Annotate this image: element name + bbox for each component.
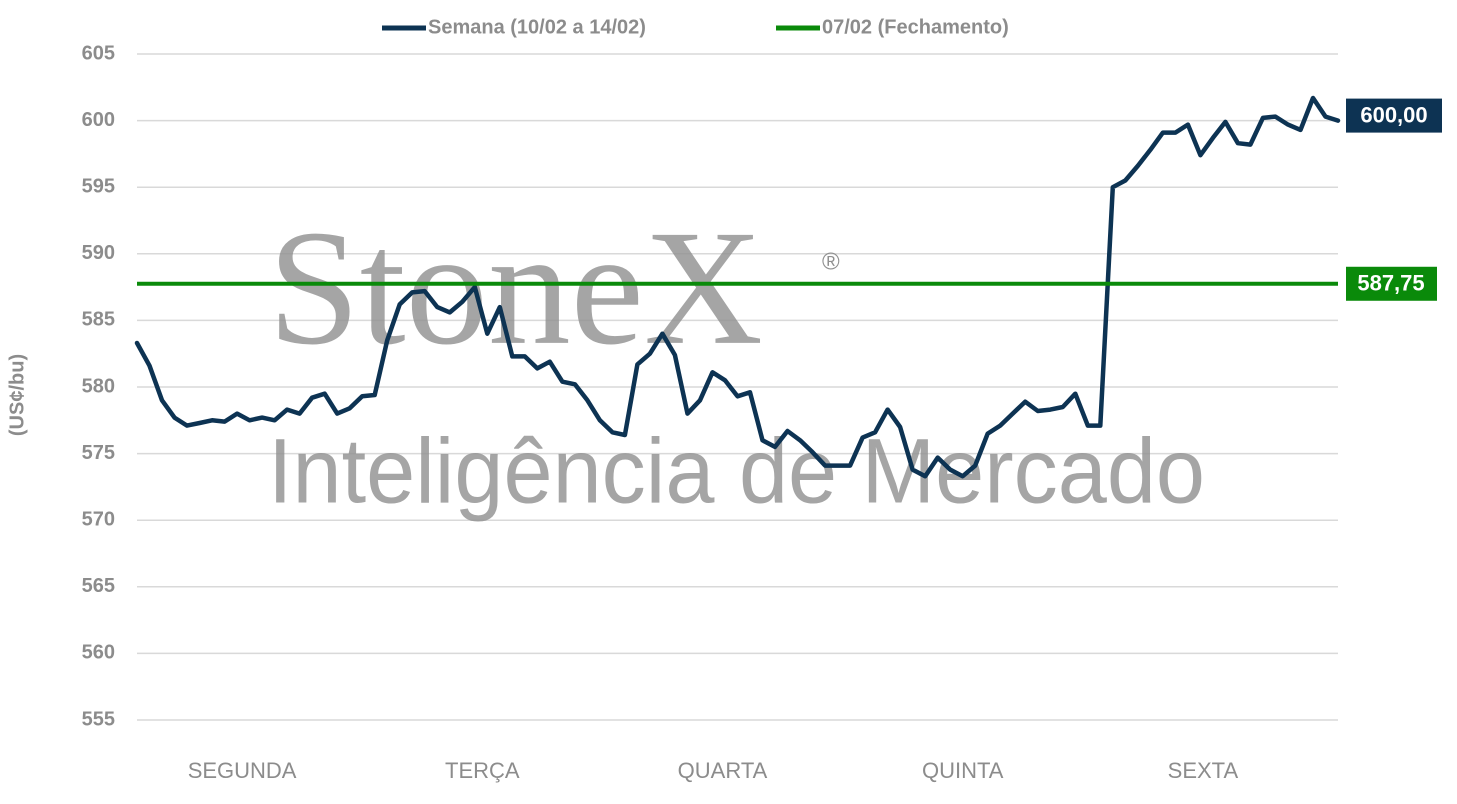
legend-label: Semana (10/02 a 14/02) <box>428 16 646 38</box>
y-tick-label: 560 <box>82 642 115 664</box>
y-tick-label: 570 <box>82 508 115 530</box>
end-label: 600,00 <box>1360 102 1427 127</box>
y-tick-label: 605 <box>82 42 115 64</box>
x-tick-label: TERÇA <box>445 758 520 783</box>
x-tick-label: QUINTA <box>922 758 1004 783</box>
x-tick-label: SEGUNDA <box>188 758 297 783</box>
watermark-brand: StoneX <box>268 196 763 379</box>
y-tick-label: 595 <box>82 175 115 197</box>
x-tick-label: QUARTA <box>678 758 768 783</box>
series-line <box>134 95 1341 479</box>
end-label: 587,75 <box>1357 271 1424 296</box>
x-tick-label: SEXTA <box>1168 758 1239 783</box>
y-tick-label: 585 <box>82 309 115 331</box>
watermark-mark: ® <box>822 248 840 275</box>
y-tick-label: 555 <box>82 708 115 730</box>
y-axis-title: (US¢/bu) <box>6 354 28 436</box>
y-tick-label: 590 <box>82 242 115 264</box>
legend-label: 07/02 (Fechamento) <box>822 16 1009 38</box>
watermark-tagline: Inteligência de Mercado <box>268 420 1205 522</box>
y-tick-label: 565 <box>82 575 115 597</box>
end-label-box <box>1346 98 1442 133</box>
y-tick-label: 580 <box>82 375 115 397</box>
y-tick-label: 575 <box>82 442 115 464</box>
watermark: StoneX ® Inteligência de Mercado <box>268 196 1205 522</box>
end-label-box <box>1346 266 1437 301</box>
y-tick-label: 600 <box>82 109 115 131</box>
